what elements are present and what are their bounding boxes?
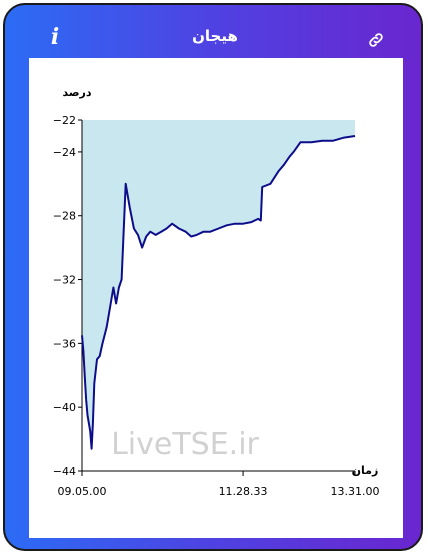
- x-axis-label: زمان: [352, 464, 379, 477]
- header-bar: i هیجان: [5, 5, 421, 57]
- y-tick-label: −28: [53, 210, 76, 223]
- sentiment-chart: درصد زمان −22 −24 −28 −32 −36 −40 −44 09.05.00 1…: [53, 86, 380, 498]
- area-fill: [82, 120, 355, 449]
- app-window: i هیجان درصد زمان −22 −24 −28 −32 −36 −40 −44 0…: [3, 3, 423, 551]
- watermark: LiveTSE.ir: [111, 427, 259, 462]
- y-axis-label: درصد: [63, 86, 92, 99]
- x-tick-label: 11.28.33: [219, 485, 268, 498]
- link-icon[interactable]: [367, 31, 385, 49]
- y-tick-label: −32: [53, 274, 76, 287]
- x-tick-label: 13.31.00: [331, 485, 380, 498]
- y-tick-label: −22: [53, 114, 76, 127]
- y-tick-label: −40: [53, 401, 76, 414]
- page-title: هیجان: [192, 27, 238, 45]
- y-tick-label: −36: [53, 337, 76, 350]
- y-tick-label: −44: [53, 465, 76, 478]
- chart-panel: درصد زمان −22 −24 −28 −32 −36 −40 −44 09.05.00 1…: [29, 58, 403, 538]
- y-tick-label: −24: [53, 146, 76, 159]
- x-tick-label: 09.05.00: [58, 485, 107, 498]
- info-icon[interactable]: i: [50, 24, 60, 50]
- series-line: [81, 135, 356, 450]
